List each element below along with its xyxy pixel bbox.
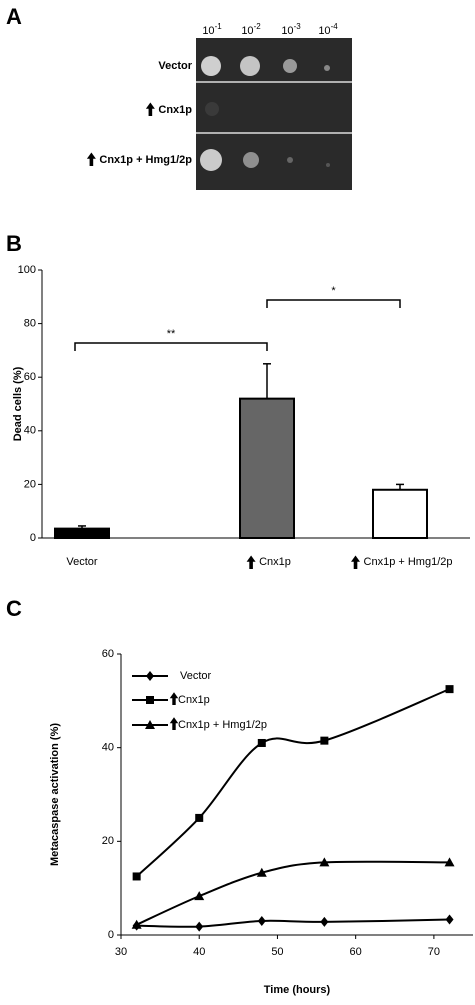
marker bbox=[445, 914, 454, 925]
panel-letter: C bbox=[6, 596, 22, 621]
marker bbox=[195, 813, 204, 822]
marker bbox=[445, 685, 454, 694]
panel-letter: B bbox=[6, 231, 22, 256]
strain-label: Cnx1p + Hmg1/2p bbox=[99, 154, 192, 166]
bar bbox=[372, 488, 428, 540]
y-tick-label: 80 bbox=[24, 318, 36, 330]
x-tick-label: 70 bbox=[428, 946, 440, 958]
significance-bracket bbox=[74, 342, 268, 351]
up-arrow bbox=[169, 717, 179, 730]
y-axis-label: Dead cells (%) bbox=[12, 366, 24, 441]
y-tick-label: 20 bbox=[102, 835, 114, 847]
dilution-base: 10 bbox=[281, 25, 293, 37]
x-tick-label: 60 bbox=[350, 946, 362, 958]
y-tick-label: 60 bbox=[102, 648, 114, 660]
series-line bbox=[136, 860, 450, 926]
bar bbox=[54, 527, 110, 539]
dilution-label: 10-3 bbox=[281, 22, 301, 37]
dilution-label: 10-4 bbox=[318, 22, 338, 37]
marker bbox=[320, 736, 329, 745]
y-tick-label: 0 bbox=[108, 929, 114, 941]
marker bbox=[256, 867, 267, 877]
marker bbox=[145, 720, 155, 729]
dilution-base: 10 bbox=[318, 25, 330, 37]
up-arrow bbox=[86, 152, 96, 166]
marker bbox=[319, 857, 330, 867]
x-tick-label: Vector bbox=[66, 556, 98, 568]
dilution-base: 10 bbox=[241, 25, 253, 37]
significance-label: ** bbox=[167, 328, 176, 340]
marker bbox=[320, 916, 329, 927]
dilution-label: 10-2 bbox=[241, 22, 261, 37]
dilution-exponent: -4 bbox=[331, 22, 339, 31]
x-tick-label: 30 bbox=[115, 946, 127, 958]
marker bbox=[132, 872, 141, 881]
y-axis-label: Metacaspase activation (%) bbox=[49, 723, 61, 866]
x-tick-label: Cnx1p + Hmg1/2p bbox=[364, 556, 453, 568]
x-tick-label: 40 bbox=[193, 946, 205, 958]
x-tick-label: Cnx1p bbox=[259, 556, 291, 568]
panel-letter: A bbox=[6, 4, 22, 29]
spot-assay-image bbox=[196, 38, 352, 190]
marker bbox=[194, 891, 205, 901]
marker bbox=[257, 915, 266, 926]
up-arrow bbox=[169, 692, 179, 705]
legend-label: Vector bbox=[180, 670, 212, 682]
bar bbox=[239, 397, 295, 540]
y-tick-label: 60 bbox=[24, 371, 36, 383]
marker bbox=[146, 671, 154, 681]
y-tick-label: 100 bbox=[18, 264, 36, 276]
dilution-label: 10-1 bbox=[202, 22, 222, 37]
strain-label: Cnx1p bbox=[158, 104, 192, 116]
marker bbox=[195, 921, 204, 932]
significance-label: * bbox=[331, 285, 336, 297]
legend-label: Cnx1p + Hmg1/2p bbox=[178, 719, 267, 731]
y-tick-label: 20 bbox=[24, 478, 36, 490]
up-arrow bbox=[246, 555, 256, 569]
legend-label: Cnx1p bbox=[178, 694, 210, 706]
up-arrow bbox=[145, 102, 155, 116]
y-tick-label: 40 bbox=[24, 425, 36, 437]
marker bbox=[444, 857, 455, 867]
marker bbox=[146, 696, 154, 704]
series-line bbox=[136, 918, 450, 928]
dilution-exponent: -3 bbox=[294, 22, 302, 31]
marker bbox=[257, 738, 266, 747]
up-arrow bbox=[351, 555, 361, 569]
y-tick-label: 40 bbox=[102, 742, 114, 754]
marker bbox=[131, 919, 142, 929]
dilution-exponent: -2 bbox=[254, 22, 262, 31]
dilution-exponent: -1 bbox=[215, 22, 223, 31]
y-tick-label: 0 bbox=[30, 532, 36, 544]
x-tick-label: 50 bbox=[271, 946, 283, 958]
series-line bbox=[135, 688, 450, 878]
strain-label: Vector bbox=[158, 60, 192, 72]
x-axis-label: Time (hours) bbox=[264, 984, 331, 996]
significance-bracket bbox=[266, 299, 401, 308]
dilution-base: 10 bbox=[202, 25, 214, 37]
